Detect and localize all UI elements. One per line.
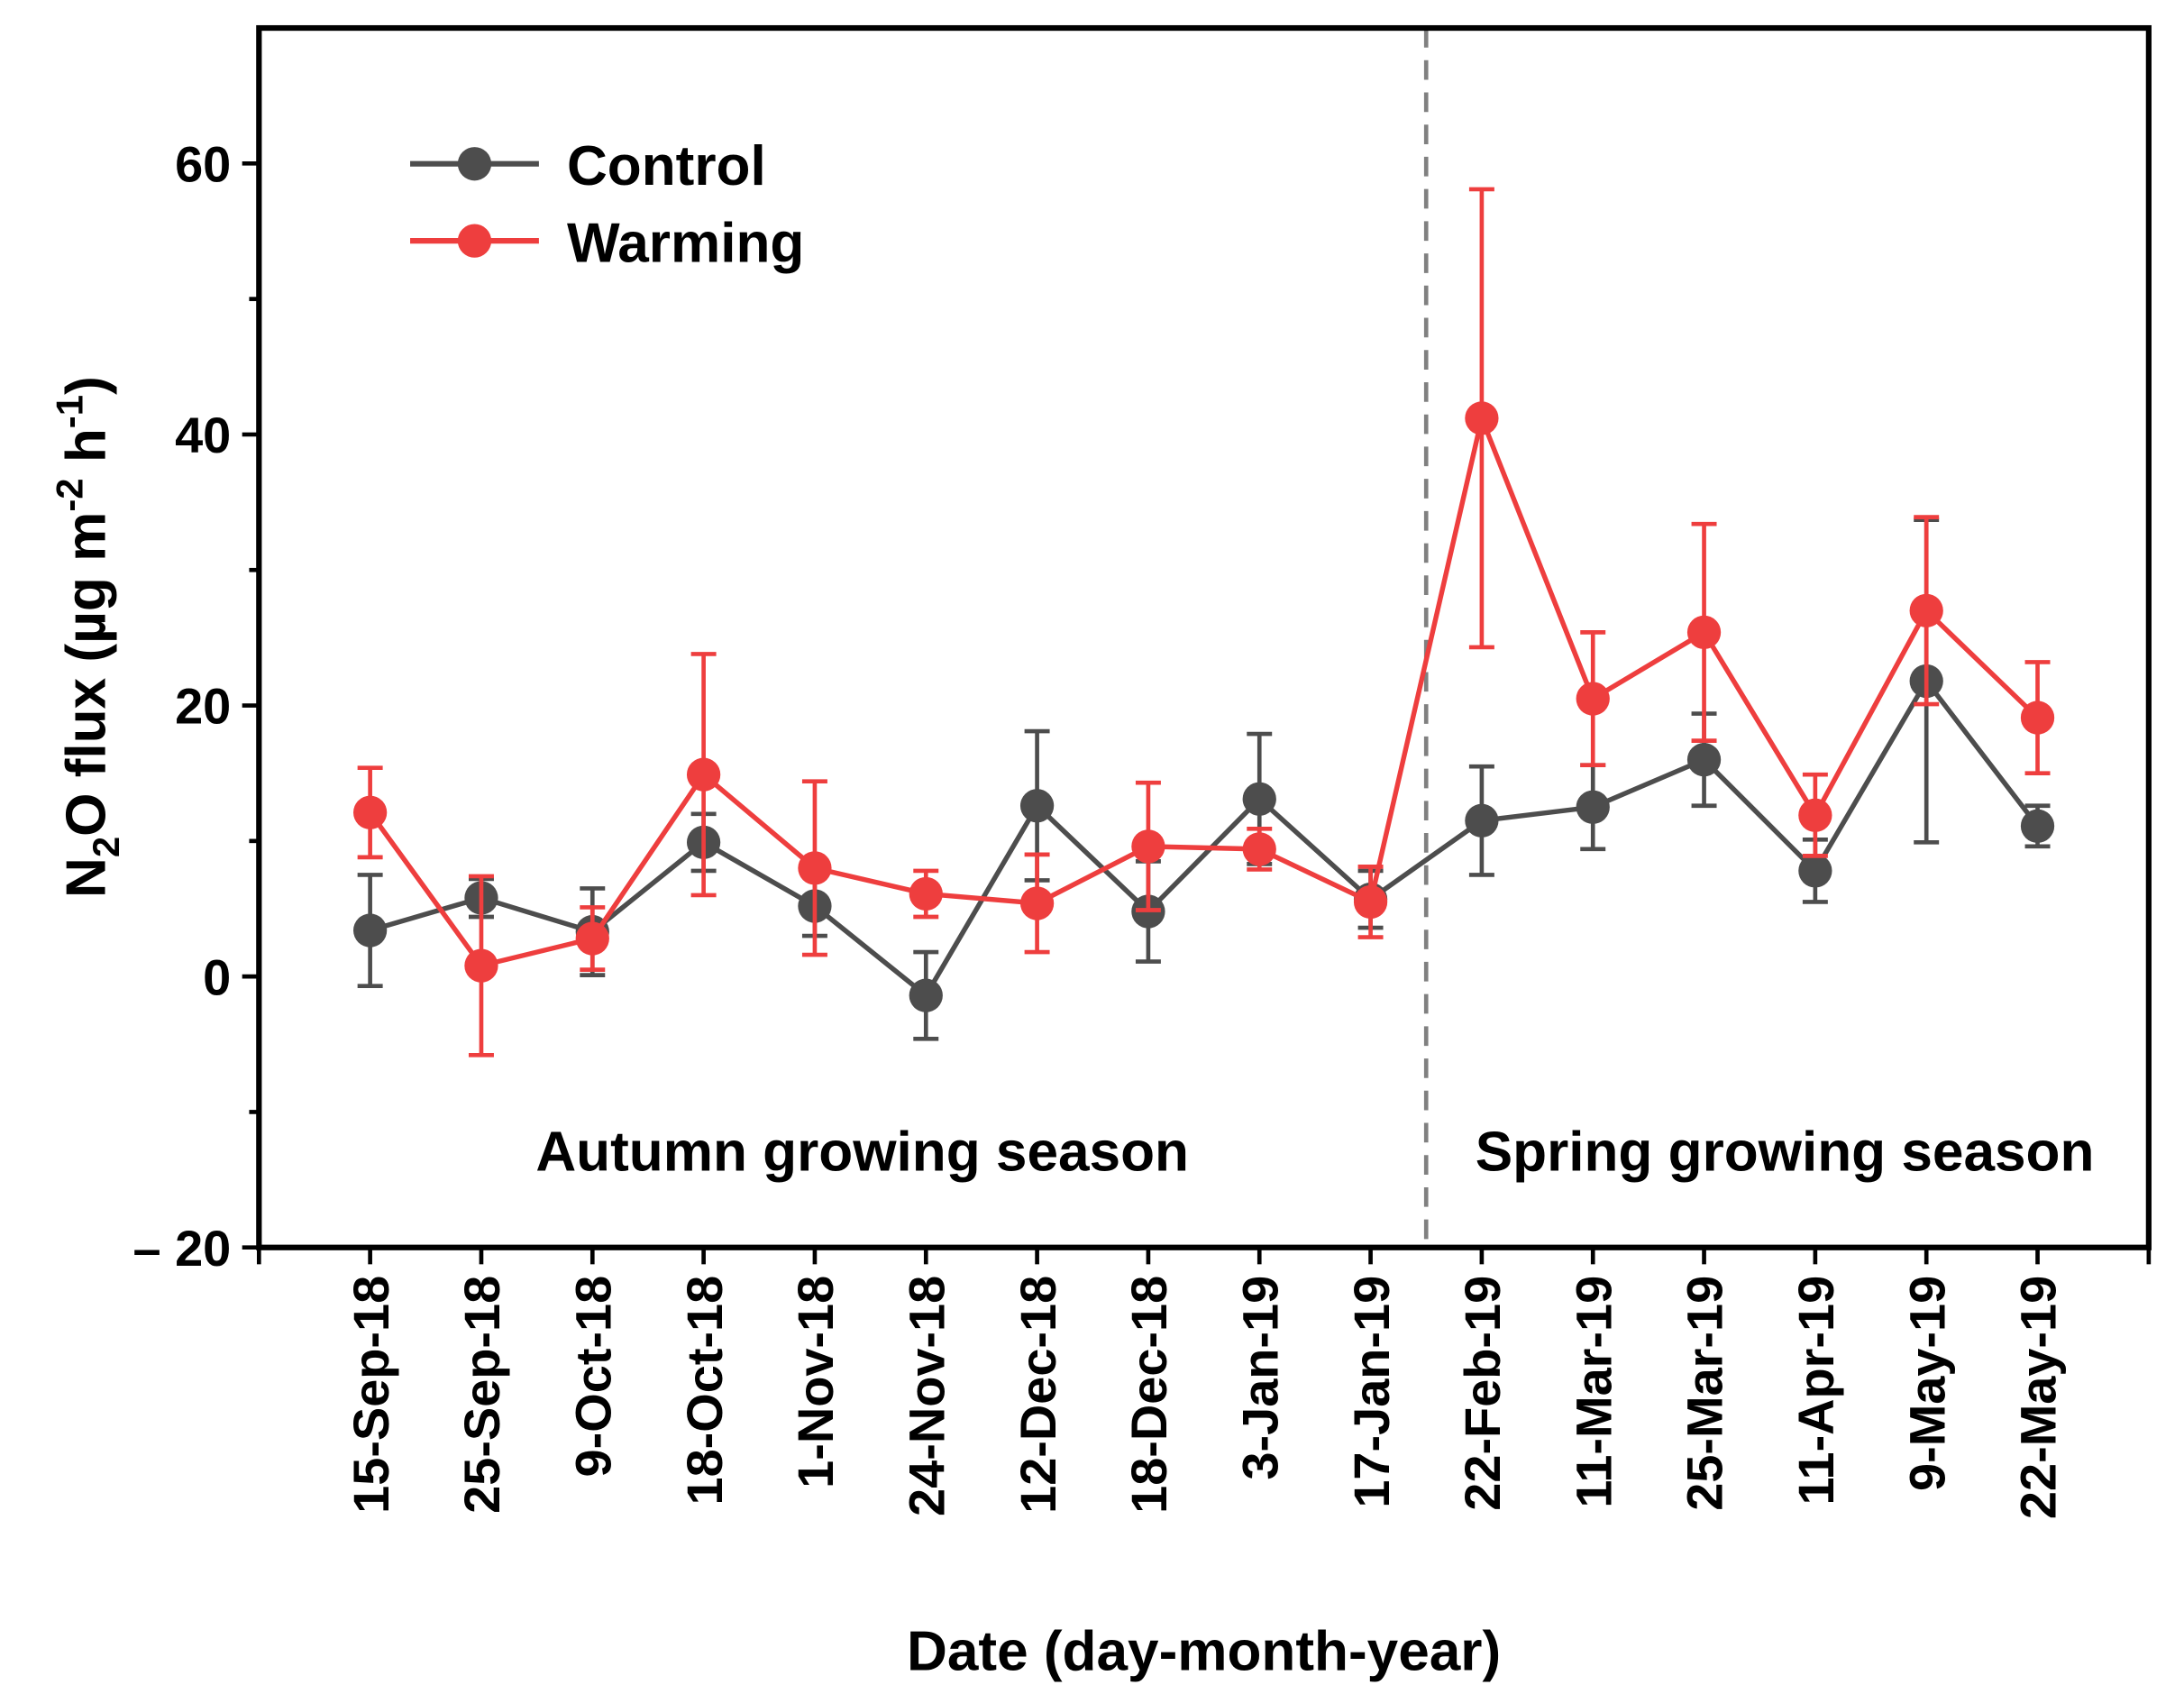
x-tick-label: 9-Oct-18 <box>564 1276 621 1478</box>
data-point <box>1576 790 1610 824</box>
series-control <box>352 517 2055 1041</box>
legend-label-warming: Warming <box>567 212 804 274</box>
data-point <box>1686 615 1722 650</box>
legend-marker-control <box>457 147 492 181</box>
annotation-autumn: Autumn growing season <box>535 1121 1189 1183</box>
data-point <box>1353 884 1388 920</box>
x-tick-label: 3-Jan-19 <box>1231 1276 1288 1480</box>
data-point <box>1019 789 1055 823</box>
data-point <box>352 795 388 829</box>
data-point <box>575 921 609 956</box>
data-point <box>2020 700 2055 735</box>
data-point <box>1909 593 1943 627</box>
x-tick-label: 9-May-19 <box>1898 1276 1955 1491</box>
data-point <box>464 948 498 983</box>
x-tick-label: 11-Mar-19 <box>1565 1276 1622 1508</box>
y-tick-label: – 20 <box>133 1220 231 1277</box>
data-point <box>1798 854 1832 888</box>
data-point <box>1131 829 1165 864</box>
plot-frame <box>256 24 2152 1250</box>
x-tick-label: 25-Sep-18 <box>453 1276 510 1514</box>
y-axis-title: N2O flux (µg m-2 h-1) <box>49 376 127 898</box>
x-tick-label: 25-Mar-19 <box>1677 1276 1733 1511</box>
x-tick-label: 18-Dec-18 <box>1120 1276 1177 1514</box>
x-tick-label: 12-Dec-18 <box>1010 1276 1066 1514</box>
x-tick-label: 11-Apr-19 <box>1787 1276 1844 1506</box>
data-point <box>352 913 388 948</box>
legend: Control Warming <box>410 135 804 274</box>
data-point <box>1576 682 1610 716</box>
data-point <box>1465 803 1499 838</box>
data-point <box>1019 886 1055 920</box>
y-title-sup2: -1 <box>49 395 91 428</box>
x-tick-label: 22-Feb-19 <box>1454 1276 1511 1511</box>
series-warming <box>352 187 2055 1058</box>
y-title-sup1: -2 <box>49 478 91 511</box>
y-tick-label: 0 <box>203 948 231 1005</box>
data-point <box>798 851 832 885</box>
y-title-d: ) <box>55 376 117 395</box>
data-point <box>1242 782 1276 816</box>
x-tick-label: 18-Oct-18 <box>676 1276 733 1506</box>
annotation-spring: Spring growing season <box>1476 1121 2095 1183</box>
legend-label-control: Control <box>567 135 766 197</box>
series-line <box>369 676 2040 1000</box>
y-tick-label: 40 <box>175 407 231 463</box>
y-tick-label: 60 <box>175 136 231 193</box>
x-tick-label: 15-Sep-18 <box>343 1276 399 1514</box>
data-point <box>2020 809 2055 843</box>
data-point <box>909 876 943 911</box>
data-point <box>686 757 721 792</box>
y-tick-label: 20 <box>175 678 231 735</box>
data-point <box>1242 832 1276 866</box>
y-title-n: N <box>55 857 117 898</box>
x-axis-title: Date (day-month-year) <box>907 1621 1501 1683</box>
y-title-c: h <box>55 428 117 478</box>
x-tick-label: 17-Jan-19 <box>1343 1276 1400 1508</box>
data-point <box>909 978 943 1012</box>
y-title-b: O flux (µg m <box>55 512 117 837</box>
legend-marker-warming <box>457 224 492 258</box>
series-line <box>368 409 2040 969</box>
data-point <box>1798 798 1832 832</box>
x-tick-label: 24-Nov-18 <box>898 1276 955 1516</box>
x-tick-label: 22-May-19 <box>2010 1276 2067 1519</box>
data-point <box>1686 743 1722 777</box>
x-tick-label: 1-Nov-18 <box>787 1276 844 1488</box>
y-title-sub: 2 <box>85 837 127 857</box>
data-point <box>1465 401 1499 435</box>
